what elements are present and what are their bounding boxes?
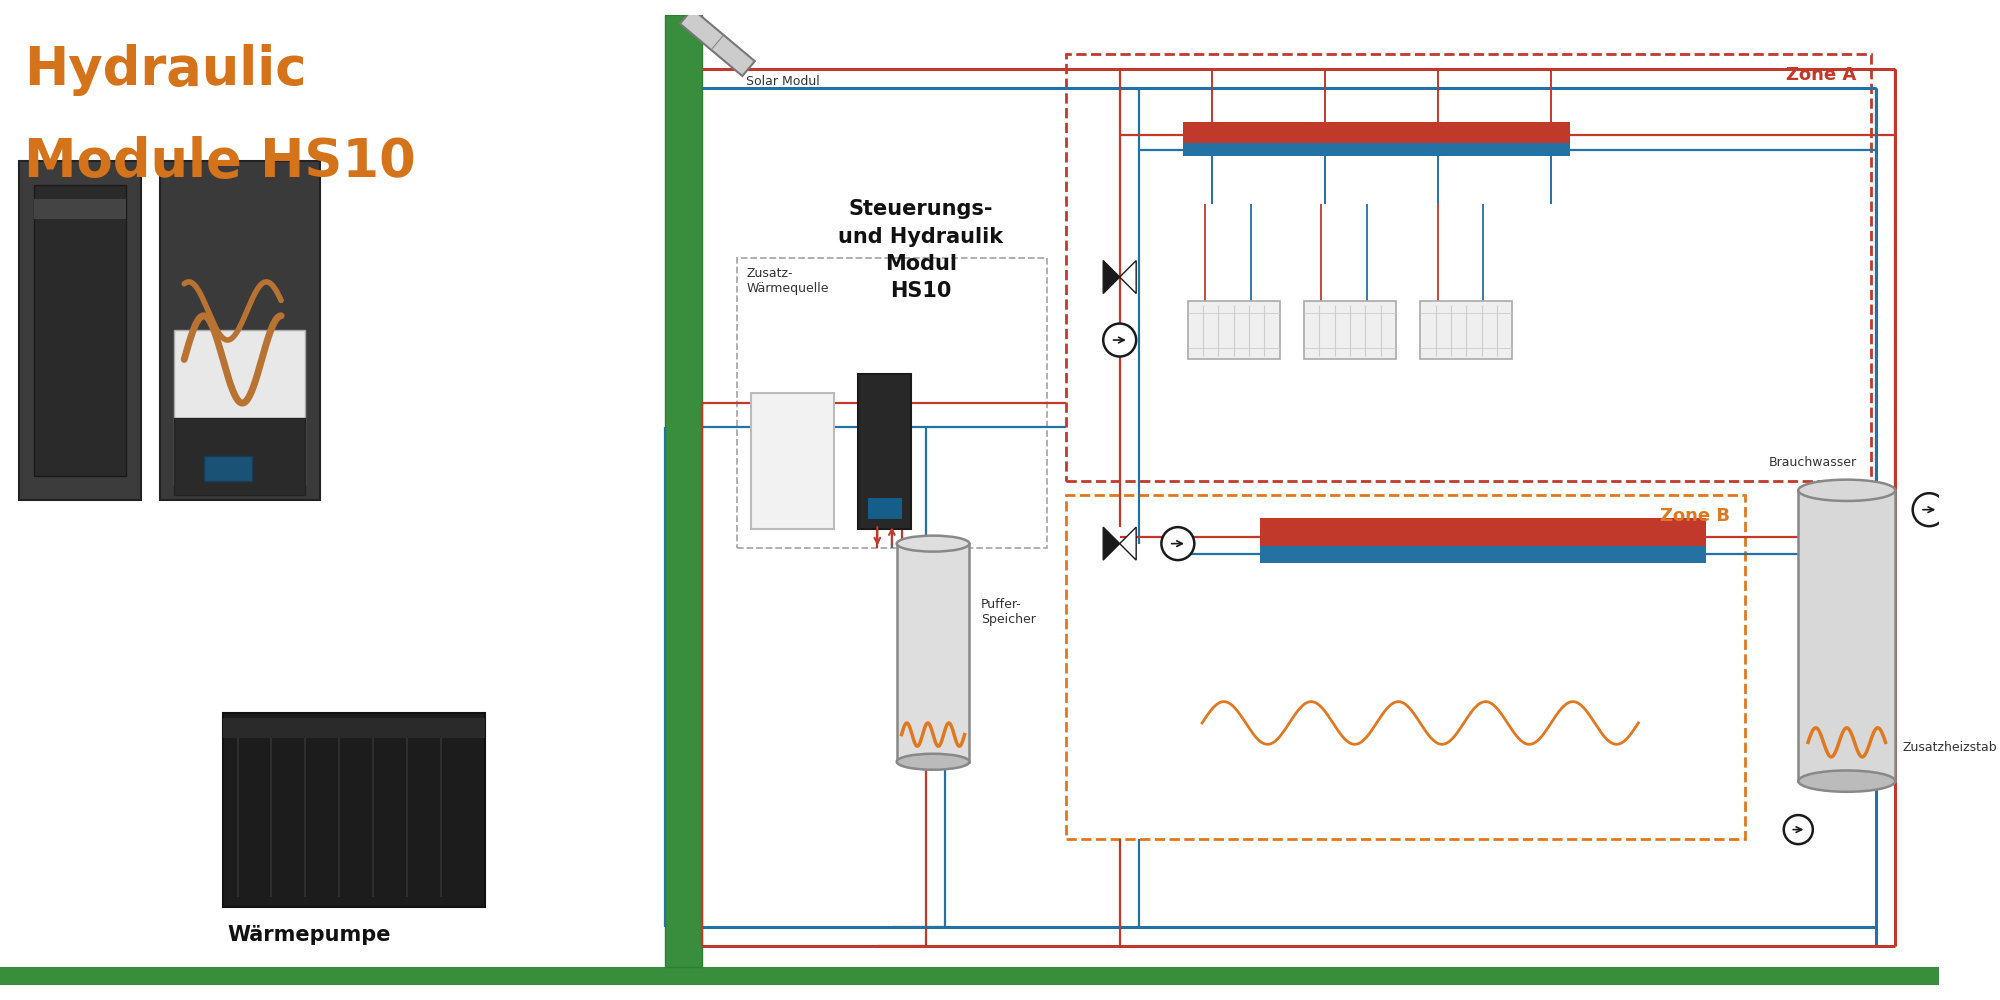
FancyBboxPatch shape — [222, 713, 484, 907]
Text: Module HS10: Module HS10 — [24, 136, 416, 188]
Text: Zone B: Zone B — [1660, 507, 1730, 525]
FancyBboxPatch shape — [174, 330, 306, 485]
Polygon shape — [1104, 527, 1120, 560]
Text: Zusatz-
Wärmequelle: Zusatz- Wärmequelle — [746, 267, 828, 295]
FancyBboxPatch shape — [174, 418, 306, 495]
FancyBboxPatch shape — [1260, 546, 1706, 563]
FancyBboxPatch shape — [752, 393, 834, 529]
FancyBboxPatch shape — [858, 374, 912, 529]
FancyBboxPatch shape — [1260, 518, 1706, 546]
FancyBboxPatch shape — [1182, 122, 1570, 143]
Ellipse shape — [896, 754, 970, 770]
FancyBboxPatch shape — [34, 185, 126, 476]
Polygon shape — [1120, 527, 1136, 560]
Text: Zusatzheizstab: Zusatzheizstab — [1902, 741, 1998, 754]
FancyBboxPatch shape — [868, 498, 902, 519]
FancyBboxPatch shape — [20, 161, 140, 500]
Text: Puffer-
Speicher: Puffer- Speicher — [982, 598, 1036, 626]
FancyBboxPatch shape — [0, 967, 1938, 985]
Text: Solar Modul: Solar Modul — [746, 75, 820, 88]
FancyBboxPatch shape — [1304, 301, 1396, 359]
FancyBboxPatch shape — [666, 15, 702, 967]
Text: Brauchwasser: Brauchwasser — [1770, 456, 1858, 469]
Polygon shape — [680, 9, 754, 76]
Ellipse shape — [896, 536, 970, 552]
FancyBboxPatch shape — [34, 199, 126, 219]
Ellipse shape — [1798, 770, 1896, 792]
Text: Zone A: Zone A — [1786, 66, 1856, 84]
FancyBboxPatch shape — [160, 161, 320, 500]
FancyBboxPatch shape — [222, 718, 484, 738]
Circle shape — [1784, 815, 1812, 844]
FancyBboxPatch shape — [1188, 301, 1280, 359]
Text: Wärmepumpe: Wärmepumpe — [228, 925, 392, 945]
FancyBboxPatch shape — [1182, 143, 1570, 156]
FancyBboxPatch shape — [896, 544, 970, 762]
Ellipse shape — [1798, 480, 1896, 501]
Text: Hydraulic: Hydraulic — [24, 44, 306, 96]
Text: Steuerungs-
und Hydraulik
Modul
HS10: Steuerungs- und Hydraulik Modul HS10 — [838, 199, 1004, 301]
Polygon shape — [1120, 261, 1136, 294]
FancyBboxPatch shape — [1420, 301, 1512, 359]
Circle shape — [1912, 493, 1946, 526]
FancyBboxPatch shape — [204, 456, 252, 481]
FancyBboxPatch shape — [1798, 490, 1896, 781]
Circle shape — [1162, 527, 1194, 560]
Circle shape — [1104, 324, 1136, 357]
Polygon shape — [1104, 261, 1120, 294]
